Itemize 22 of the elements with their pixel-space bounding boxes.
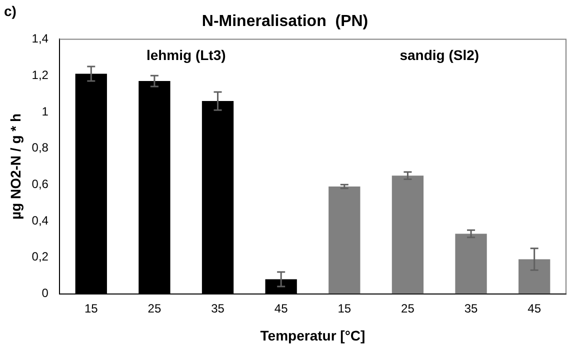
y-tick-label: 0 (42, 286, 49, 300)
x-tick-label: 45 (528, 301, 542, 316)
y-tick-label: 0,6 (32, 177, 49, 191)
y-tick-label: 0,2 (32, 250, 49, 264)
x-tick-label: 15 (338, 301, 352, 316)
x-tick-label: 25 (401, 301, 415, 316)
x-tick-label: 15 (84, 301, 98, 316)
x-tick-label: 45 (274, 301, 288, 316)
y-axis-title: µg NO2-N / g * h (7, 113, 24, 220)
chart-title: N-Mineralisation (PN) (202, 13, 368, 30)
y-tick-label: 0,4 (32, 213, 49, 228)
y-tick-label: 0,8 (32, 140, 49, 155)
annotation: lehmig (Lt3) (146, 47, 226, 64)
y-tick-label: 1 (42, 104, 49, 118)
annotation: sandig (Sl2) (400, 47, 480, 64)
x-tick-label: 35 (464, 301, 478, 316)
text: c) (4, 2, 16, 19)
x-tick-label: 35 (211, 301, 225, 316)
x-tick-label: 25 (148, 301, 162, 316)
x-axis-title: Temperatur [°C] (260, 327, 366, 344)
y-tick-label: 1,2 (32, 68, 49, 82)
y-tick-label: 1,4 (32, 32, 49, 46)
